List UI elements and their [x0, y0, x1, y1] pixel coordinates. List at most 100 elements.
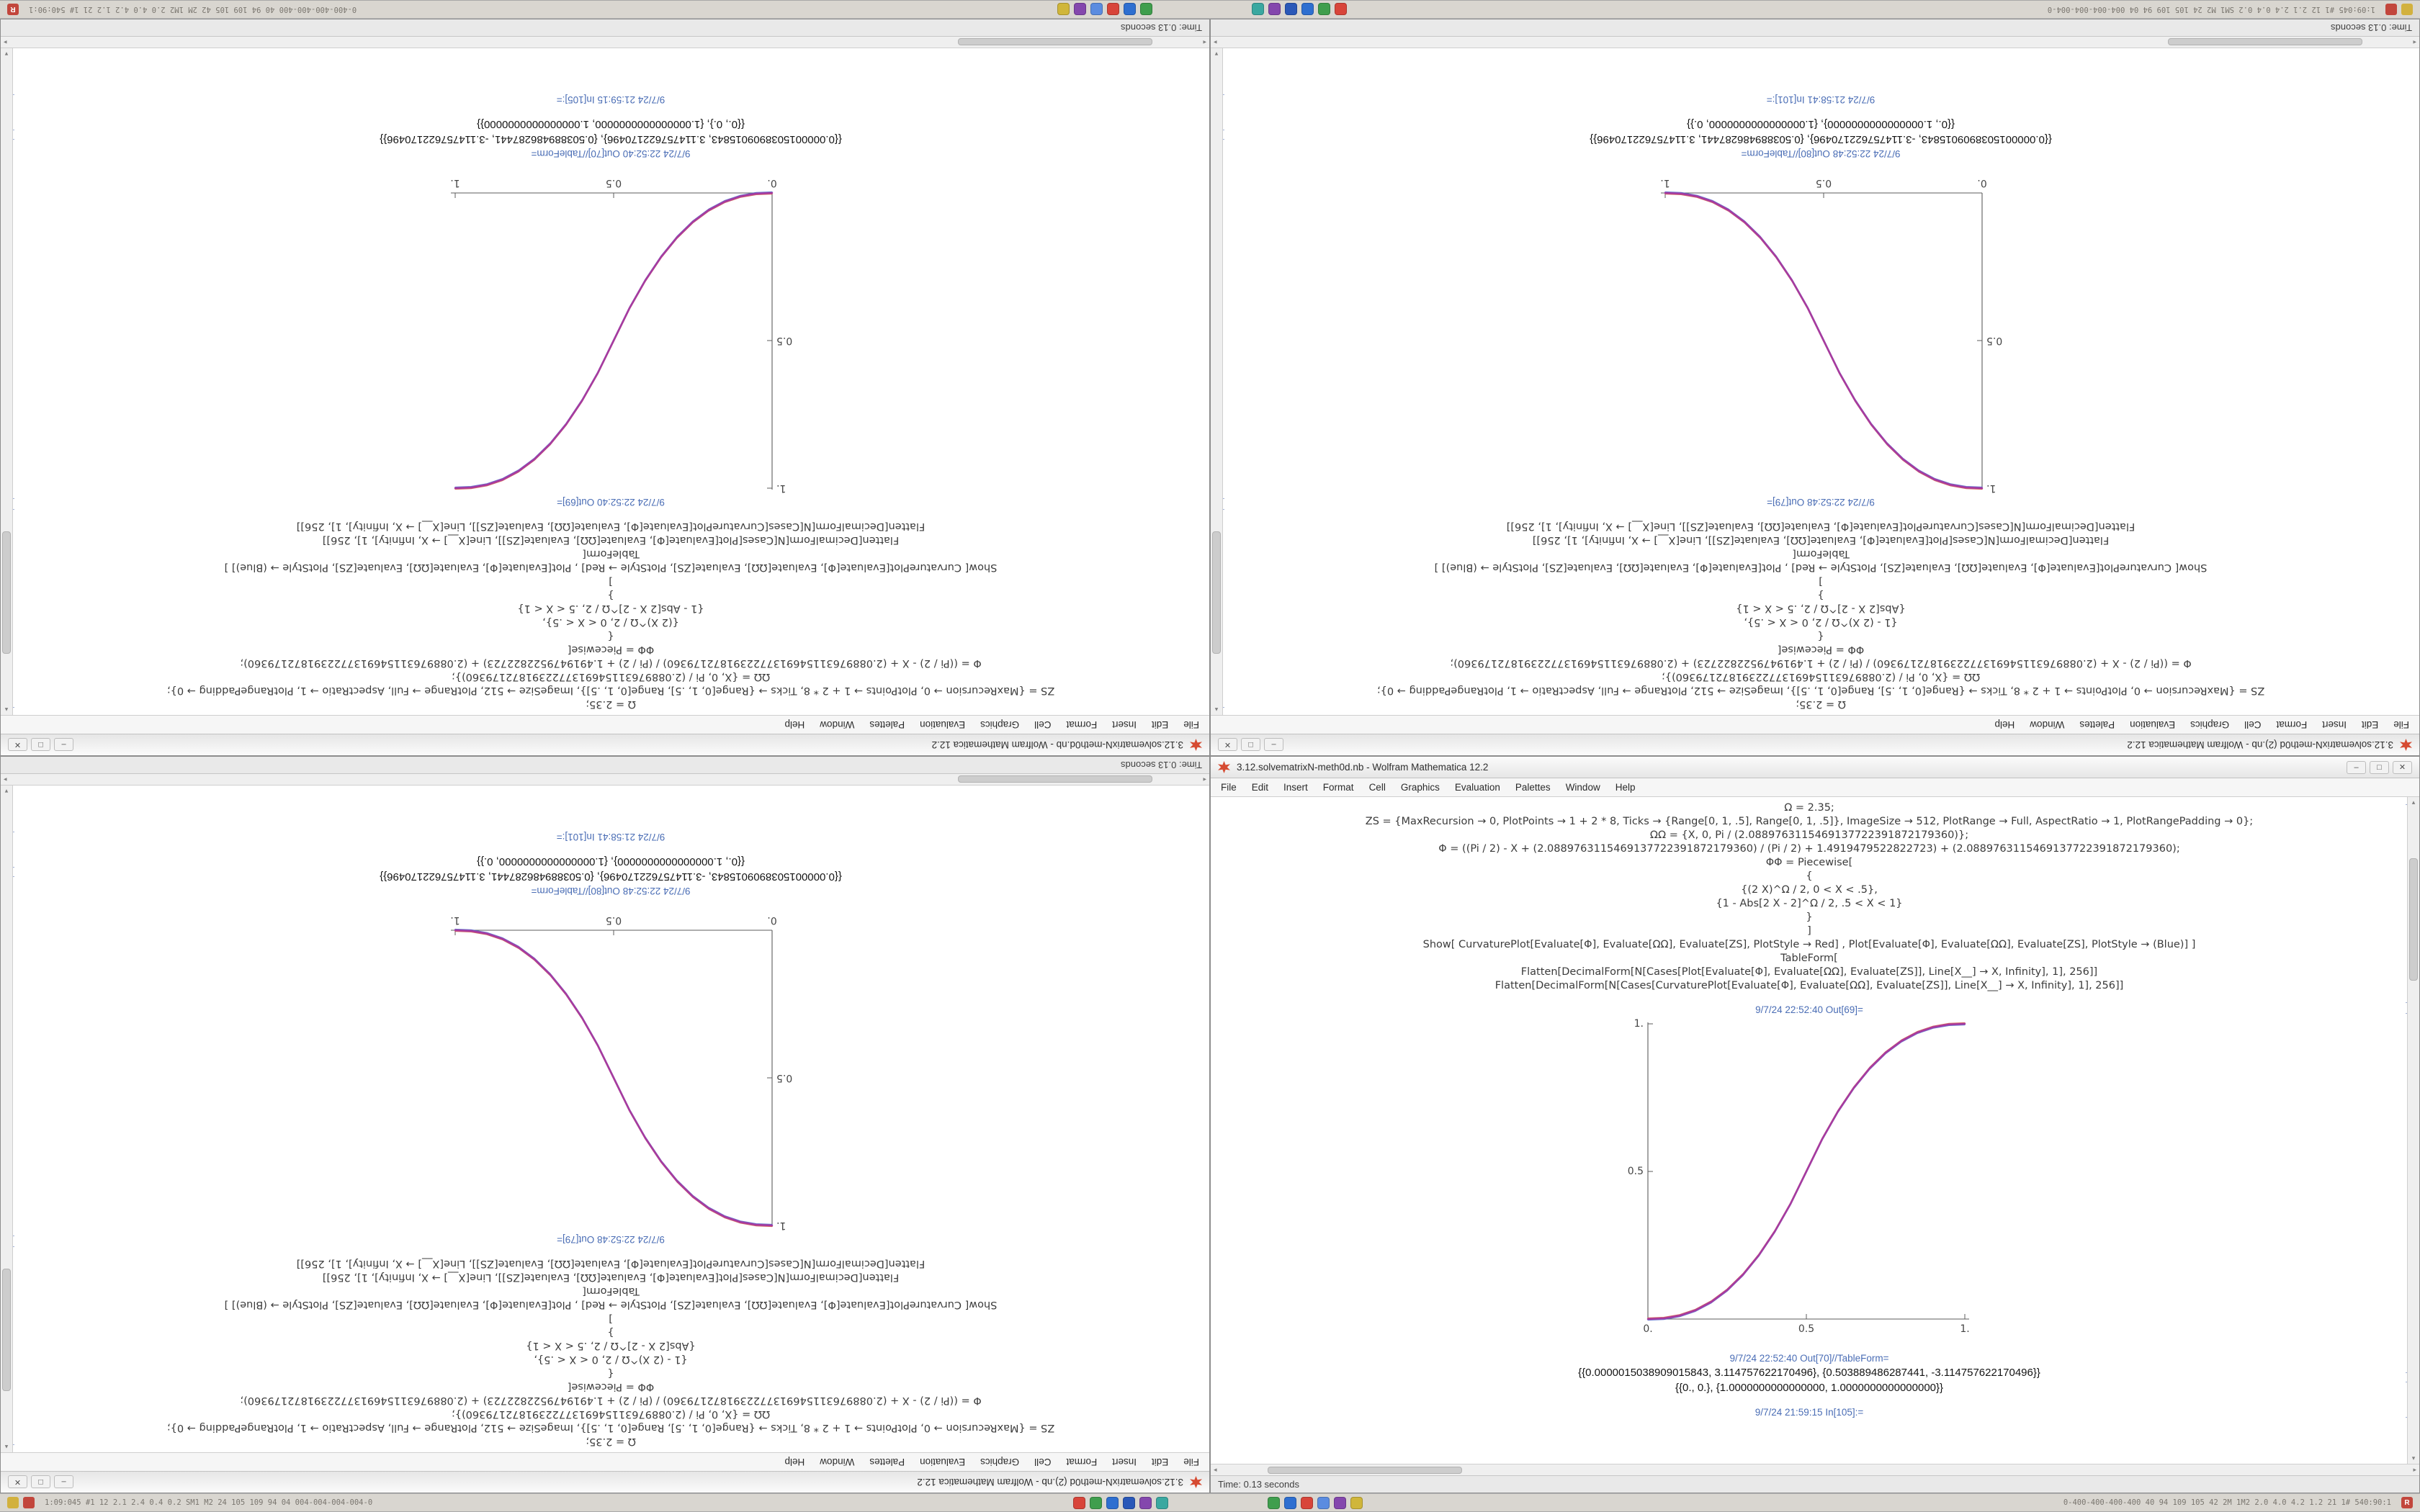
menu-item[interactable]: Palettes [1515, 782, 1551, 793]
notebook-area[interactable]: Ω = 2.35; ZS = {MaxRecursion → 0, PlotPoi… [1211, 48, 2419, 715]
menu-item[interactable]: Palettes [869, 1457, 905, 1467]
scrollbar-thumb[interactable] [1212, 531, 1221, 654]
app-icon-blue[interactable] [1106, 1496, 1119, 1509]
menu-item[interactable]: Graphics [980, 1457, 1020, 1467]
menu-item[interactable]: Evaluation [2130, 719, 2176, 730]
menu-item[interactable]: Edit [1151, 1457, 1169, 1467]
scroll-up-button[interactable]: ▴ [1214, 706, 1219, 714]
scroll-left-button[interactable]: ◂ [2413, 39, 2416, 46]
app-icon-lightblue[interactable] [1090, 3, 1103, 16]
scrollbar-thumb[interactable] [1267, 1466, 1462, 1474]
menu-item[interactable]: Window [820, 719, 855, 730]
close-button[interactable]: ✕ [8, 738, 27, 752]
app-icon-blue[interactable] [1301, 3, 1314, 16]
scroll-right-button[interactable]: ▸ [4, 39, 7, 46]
minimize-button[interactable]: – [1264, 738, 1283, 752]
app-icon-green[interactable] [1318, 3, 1330, 16]
scrollbar-thumb[interactable] [2, 531, 11, 654]
indicator-icon-yellow[interactable] [7, 1497, 19, 1508]
window-titlebar[interactable]: 3.12.solvematrixN-meth0d.nb - Wolfram Ma… [1, 734, 1209, 755]
menu-item[interactable]: Graphics [1400, 782, 1440, 793]
app-icon-green[interactable] [1090, 1496, 1102, 1509]
scrollbar-thumb[interactable] [958, 38, 1153, 46]
menu-item[interactable]: Window [2030, 719, 2065, 730]
scrollbar-thumb[interactable] [958, 775, 1153, 783]
menu-item[interactable]: Window [820, 1457, 855, 1467]
indicator-icon-red[interactable] [23, 1497, 35, 1508]
input-cell[interactable]: Ω = 2.35; ZS = {MaxRecursion → 0, PlotPoi… [1215, 801, 2403, 993]
menu-item[interactable]: Help [784, 719, 805, 730]
scrollbar-track[interactable] [1, 795, 12, 1443]
notification-badge[interactable]: R [2401, 1497, 2413, 1508]
maximize-button[interactable]: □ [31, 1475, 50, 1489]
app-icon-yellow[interactable] [1057, 3, 1070, 16]
app-icon-purple[interactable] [1268, 3, 1281, 16]
scrollbar-track[interactable] [1220, 38, 2411, 46]
input-cell[interactable]: Ω = 2.35; ZS = {MaxRecursion → 0, PlotPoi… [17, 519, 1205, 711]
close-button[interactable]: ✕ [8, 1475, 27, 1489]
notebook-area[interactable]: Ω = 2.35; ZS = {MaxRecursion → 0, PlotPoi… [1, 786, 1209, 1452]
menu-item[interactable]: Palettes [869, 719, 905, 730]
minimize-button[interactable]: – [54, 1475, 73, 1489]
app-icon-red[interactable] [1107, 3, 1119, 16]
app-icon-yellow[interactable] [1350, 1496, 1363, 1509]
scrollbar-track[interactable] [10, 38, 1201, 46]
menu-item[interactable]: Format [1322, 782, 1354, 793]
app-icon-blue[interactable] [1124, 3, 1136, 16]
indicator-icon-yellow[interactable] [2401, 4, 2413, 15]
scrollbar-thumb[interactable] [2, 1269, 11, 1391]
app-icon-lightblue[interactable] [1317, 1496, 1330, 1509]
menu-item[interactable]: Palettes [2079, 719, 2115, 730]
menu-item[interactable]: File [1183, 1457, 1199, 1467]
menu-item[interactable]: Cell [1034, 1457, 1052, 1467]
maximize-button[interactable]: □ [31, 738, 50, 752]
menu-item[interactable]: Edit [2361, 719, 2379, 730]
menu-item[interactable]: Format [2276, 719, 2308, 730]
scroll-right-button[interactable]: ▸ [1214, 39, 1217, 46]
scroll-down-button[interactable]: ▾ [2411, 1454, 2416, 1462]
menu-item[interactable]: Help [784, 1457, 805, 1467]
scrollbar-thumb[interactable] [2168, 38, 2363, 46]
notebook-area[interactable]: Ω = 2.35; ZS = {MaxRecursion → 0, PlotPoi… [1211, 797, 2419, 1464]
menu-item[interactable]: Evaluation [920, 1457, 966, 1467]
vertical-scrollbar[interactable]: ▴ ▾ [1, 48, 13, 715]
notebook-area[interactable]: Ω = 2.35; ZS = {MaxRecursion → 0, PlotPoi… [1, 48, 1209, 715]
menu-item[interactable]: Insert [2322, 719, 2347, 730]
app-icon-blue[interactable] [1284, 1496, 1296, 1509]
scroll-right-button[interactable]: ▸ [2413, 1466, 2416, 1473]
scroll-up-button[interactable]: ▴ [2411, 798, 2416, 806]
app-icon-navy[interactable] [1123, 1496, 1135, 1509]
menu-item[interactable]: File [1183, 719, 1199, 730]
scrollbar-track[interactable] [10, 775, 1201, 783]
app-icon-green[interactable] [1140, 3, 1152, 16]
menu-item[interactable]: Format [1066, 1457, 1098, 1467]
window-titlebar[interactable]: 3.12.solvematrixN-meth0d (2).nb - Wolfra… [1211, 734, 2419, 755]
vertical-scrollbar[interactable]: ▴ ▾ [2407, 797, 2419, 1464]
scrollbar-track[interactable] [1220, 1466, 2411, 1474]
close-button[interactable]: ✕ [2393, 760, 2412, 774]
menu-item[interactable]: Evaluation [1454, 782, 1500, 793]
menu-item[interactable]: Cell [1368, 782, 1386, 793]
indicator-icon-red[interactable] [2385, 4, 2397, 15]
menu-item[interactable]: Help [1994, 719, 2015, 730]
menu-item[interactable]: Graphics [980, 719, 1020, 730]
app-icon-navy[interactable] [1285, 3, 1297, 16]
scroll-down-button[interactable]: ▾ [1214, 50, 1219, 58]
menu-item[interactable]: File [1221, 782, 1237, 793]
menu-item[interactable]: Insert [1112, 719, 1137, 730]
app-icon-purple[interactable] [1334, 1496, 1346, 1509]
app-icon-purple[interactable] [1074, 3, 1086, 16]
vertical-scrollbar[interactable]: ▴ ▾ [1211, 48, 1223, 715]
minimize-button[interactable]: – [2347, 760, 2366, 774]
app-icon-teal[interactable] [1156, 1496, 1168, 1509]
menu-item[interactable]: Format [1066, 719, 1098, 730]
scroll-left-button[interactable]: ◂ [1203, 39, 1206, 46]
menu-item[interactable]: Cell [1034, 719, 1052, 730]
maximize-button[interactable]: □ [2370, 760, 2389, 774]
minimize-button[interactable]: – [54, 738, 73, 752]
app-icon-red[interactable] [1073, 1496, 1085, 1509]
horizontal-scrollbar[interactable]: ◂ ▸ [1211, 1464, 2419, 1475]
menu-item[interactable]: Window [1565, 782, 1600, 793]
vertical-scrollbar[interactable]: ▴ ▾ [1, 786, 13, 1452]
menu-item[interactable]: Insert [1112, 1457, 1137, 1467]
